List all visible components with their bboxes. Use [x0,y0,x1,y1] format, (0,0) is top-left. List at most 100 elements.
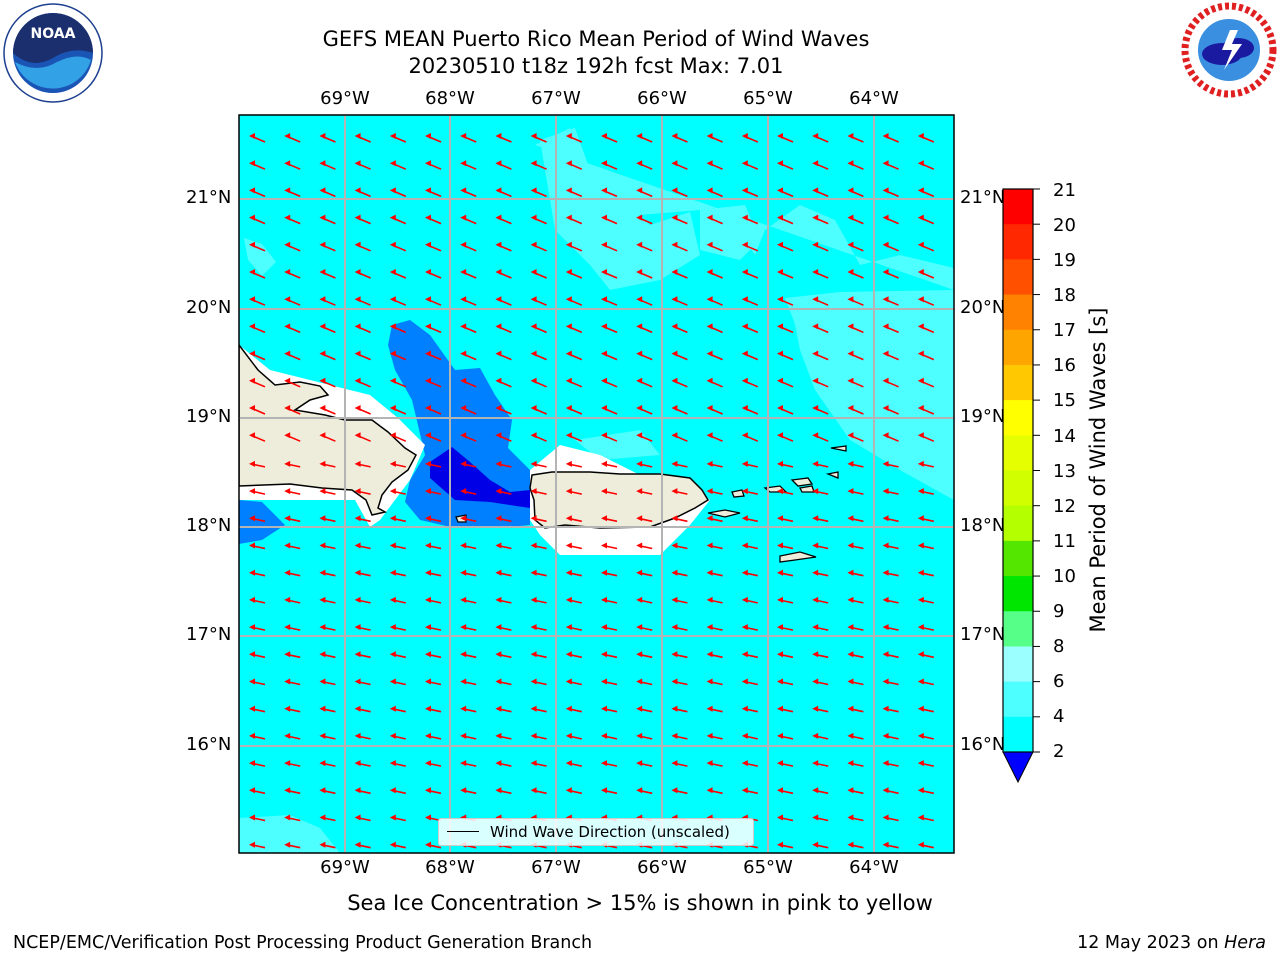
wind-wave-arrow [671,460,688,468]
wind-wave-arrow [354,377,371,388]
wind-wave-arrow [249,651,266,659]
wind-wave-arrow [284,841,301,849]
wind-wave-arrow [847,760,864,767]
wind-wave-arrow [249,214,266,225]
wind-wave-arrow [706,296,723,306]
wind-wave-arrow [565,187,583,198]
colorbar-segment [1003,329,1033,366]
wind-wave-arrow [284,377,301,388]
wind-wave-arrow [671,214,688,225]
wind-wave-arrow [636,678,653,686]
wind-wave-arrow [812,432,829,442]
wind-wave-arrow [882,678,899,686]
wind-wave-arrow [847,841,864,849]
graticule [239,115,954,853]
wind-wave-arrow [425,651,442,659]
wind-wave-arrow [249,323,266,334]
sea-ice-caption: Sea Ice Concentration > 15% is shown in … [347,891,933,915]
wind-wave-arrow [882,214,899,225]
wind-wave-arrow [671,323,688,334]
wind-wave-arrow [706,624,723,631]
wind-wave-arrow [671,596,688,604]
wind-wave-arrow [565,460,582,468]
wind-wave-arrow [319,323,336,334]
wind-wave-arrow [389,377,407,388]
wind-wave-arrow [777,841,794,849]
colorbar-segment [1003,681,1033,718]
wind-wave-arrow [741,542,758,550]
wind-wave-arrow [917,377,935,388]
wind-wave-arrow [389,460,406,468]
wind-wave-arrow [495,296,512,306]
wind-wave-arrow [812,323,829,334]
wind-wave-arrow [812,732,829,740]
wind-wave-arrow [882,269,899,279]
wind-wave-arrow [460,542,477,550]
wind-wave-arrow [389,787,406,795]
wind-wave-arrow [636,133,653,143]
wind-wave-arrow [284,569,301,577]
wind-wave-arrow [882,515,899,523]
lon-label-bottom: 64°W [849,857,899,878]
wind-wave-arrow [319,350,336,361]
wind-wave-arrow [671,569,688,577]
wind-wave-arrow [530,377,547,388]
wind-wave-arrow [389,705,406,713]
wind-wave-arrow [917,269,935,279]
wind-wave-arrow [389,323,407,334]
wind-wave-arrow [284,678,301,686]
wind-wave-arrow [671,405,688,415]
wind-wave-arrow [601,214,618,225]
wind-wave-arrow [741,760,758,767]
wind-wave-arrow [460,405,477,415]
wind-wave-arrow [530,678,547,686]
wind-wave-arrow [882,296,899,306]
wind-wave-arrow [389,296,407,306]
wind-wave-arrow [495,323,512,334]
wind-wave-arrow [706,214,723,225]
wind-wave-arrow [319,460,336,468]
wind-wave-arrow [706,460,723,468]
wind-wave-arrow [882,651,899,659]
wind-wave-arrow [284,624,301,631]
wind-wave-arrow [565,296,583,306]
wind-wave-arrow [249,569,266,577]
wind-wave-arrow [671,705,688,713]
colorbar-ticks [1033,188,1040,753]
colorbar-tick-label: 10 [1053,566,1076,587]
wind-wave-arrow [847,624,864,631]
wind-wave-arrow [354,569,371,577]
wind-wave-arrow [601,542,618,550]
wind-wave-arrow [671,515,688,523]
wind-wave-arrow [741,488,758,495]
wind-wave-arrow [671,787,688,795]
wind-wave-arrow [530,624,547,631]
wind-wave-arrow [249,542,266,550]
wind-wave-arrow [530,214,547,225]
wind-wave-arrow [284,187,301,198]
wind-wave-arrow [812,841,829,849]
wind-wave-arrow [671,732,688,740]
wind-wave-arrow [389,269,407,279]
wind-wave-arrow [636,705,653,713]
wind-wave-arrow [495,214,512,225]
wind-wave-arrow [389,515,406,523]
wind-wave-arrow [777,160,794,170]
wind-wave-arrow [460,787,477,795]
wind-wave-arrow [917,187,935,198]
footer-credit: NCEP/EMC/Verification Post Processing Pr… [13,933,593,953]
wind-wave-arrow [530,269,547,279]
wind-wave-arrow [671,187,688,198]
wind-wave-arrow [425,542,442,550]
colorbar-tick-label: 11 [1053,531,1076,552]
wind-wave-arrow [565,515,582,523]
lat-label-right: 16°N [960,734,1006,755]
wind-wave-arrow [777,787,794,795]
colorbar-segment [1003,435,1033,471]
wind-wave-arrow [249,460,266,468]
wind-wave-arrow [530,160,547,170]
wind-wave-arrow [249,624,266,631]
wind-wave-arrow [812,377,829,388]
wind-wave-arrow [601,678,618,686]
wind-wave-arrow [389,596,406,604]
